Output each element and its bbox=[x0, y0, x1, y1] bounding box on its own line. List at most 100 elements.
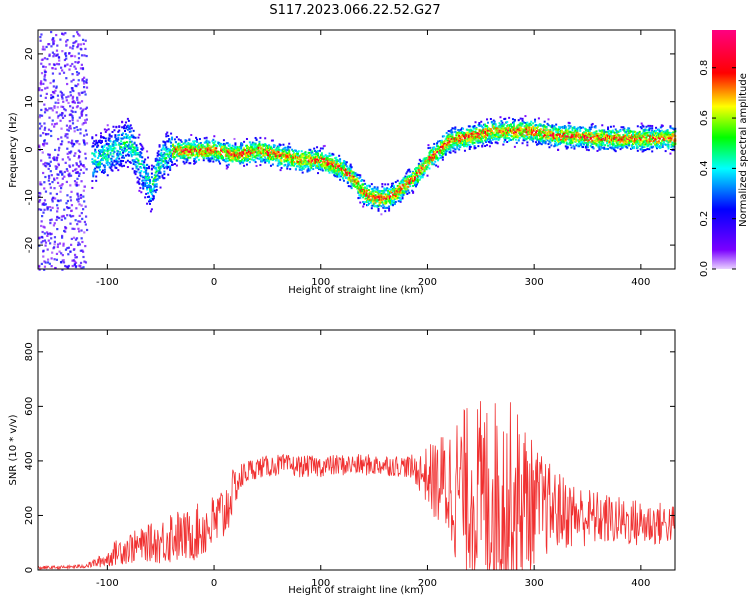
spectrogram-cell bbox=[481, 135, 484, 138]
spectrogram-cell bbox=[148, 200, 151, 203]
spectrogram-cell bbox=[207, 154, 210, 157]
spectrogram-cell bbox=[544, 130, 547, 133]
spectrogram-cell bbox=[164, 144, 167, 147]
spectrogram-cell bbox=[118, 157, 121, 160]
spectrogram-cell bbox=[219, 156, 222, 159]
spectrogram-cell bbox=[397, 186, 400, 189]
spectrogram-cell bbox=[388, 193, 391, 196]
spectrogram-cell bbox=[310, 165, 313, 168]
spectrogram-cell bbox=[348, 174, 351, 177]
spectrogram-cell bbox=[70, 150, 73, 153]
spectrogram-cell bbox=[170, 145, 173, 148]
spectrogram-cell bbox=[311, 151, 314, 154]
spectrogram-cell bbox=[328, 152, 331, 155]
spectrogram-cell bbox=[466, 128, 469, 131]
spectrogram-cell bbox=[418, 158, 421, 161]
spectrogram-cell bbox=[485, 136, 488, 139]
spectrogram-cell bbox=[118, 129, 121, 132]
spectrogram-cell bbox=[120, 140, 123, 143]
spectrogram-cell bbox=[323, 165, 326, 168]
spectrogram-cell bbox=[80, 113, 84, 116]
spectrogram-cell bbox=[245, 137, 248, 140]
spectrogram-cell bbox=[107, 154, 110, 157]
spectrogram-cell bbox=[50, 232, 53, 235]
spectrogram-cell bbox=[531, 130, 534, 133]
spectrogram-cell bbox=[149, 200, 152, 203]
spectrogram-cell bbox=[502, 130, 505, 133]
spectrogram-cell bbox=[60, 236, 64, 239]
spectrogram-cell bbox=[162, 146, 165, 149]
spectrogram-cell bbox=[80, 100, 84, 103]
spectrogram-cell bbox=[398, 182, 401, 185]
spectrogram-cell bbox=[333, 169, 336, 172]
spectrogram-cell bbox=[285, 156, 288, 159]
spectrogram-cell bbox=[274, 151, 277, 154]
spectrogram-cell bbox=[135, 167, 138, 170]
spectrogram-cell bbox=[72, 236, 76, 239]
spectrogram-cell bbox=[412, 190, 415, 193]
spectrogram-cell bbox=[471, 129, 474, 132]
spectrogram-cell bbox=[61, 268, 64, 271]
spectrogram-cell bbox=[434, 160, 437, 163]
spectrogram-cell bbox=[74, 261, 78, 264]
spectrogram-cell bbox=[65, 168, 69, 171]
spectrogram-cell bbox=[480, 124, 483, 127]
spectrogram-cell bbox=[57, 199, 60, 203]
spectrogram-cell bbox=[156, 159, 159, 162]
spectrogram-cell bbox=[63, 107, 66, 111]
spectrogram-cell bbox=[415, 177, 418, 180]
spectrogram-cell bbox=[66, 152, 69, 155]
spectrogram-cell bbox=[137, 168, 140, 171]
spectrogram-cell bbox=[66, 246, 69, 250]
spectrogram-cell bbox=[433, 146, 436, 149]
spectrogram-cell bbox=[510, 123, 513, 126]
spectrogram-cell bbox=[276, 153, 279, 156]
spectrogram-cell bbox=[155, 188, 158, 191]
spectrogram-cell bbox=[69, 64, 72, 68]
spectrogram-cell bbox=[333, 174, 336, 177]
spectrogram-cell bbox=[73, 260, 76, 263]
spectrogram-cell bbox=[441, 152, 444, 155]
spectrogram-cell bbox=[543, 131, 546, 134]
spectrogram-cell bbox=[96, 145, 99, 148]
spectrogram-cell bbox=[80, 54, 84, 57]
spectrogram-cell bbox=[75, 70, 79, 74]
spectrogram-cell bbox=[177, 149, 180, 152]
spectrogram-cell bbox=[117, 160, 120, 163]
spectrogram-cell bbox=[478, 122, 481, 125]
spectrogram-cell bbox=[74, 84, 77, 87]
spectrogram-cell bbox=[483, 136, 486, 139]
spectrogram-cell bbox=[269, 154, 272, 157]
spectrogram-cell bbox=[425, 160, 428, 163]
spectrogram-cell bbox=[404, 175, 407, 178]
spectrogram-cell bbox=[40, 208, 43, 211]
spectrogram-cell bbox=[190, 148, 193, 151]
spectrogram-cell bbox=[521, 142, 524, 145]
spectrogram-cell bbox=[122, 154, 125, 157]
spectrogram-cell bbox=[233, 155, 236, 158]
spectrogram-cell bbox=[126, 128, 129, 131]
spectrogram-cell bbox=[68, 126, 71, 129]
spectrogram-cell bbox=[158, 144, 161, 147]
spectrogram-cell bbox=[66, 136, 69, 139]
spectrogram-cell bbox=[444, 149, 447, 152]
spectrogram-cell bbox=[405, 190, 408, 193]
spectrogram-cell bbox=[38, 145, 41, 149]
spectrogram-cell bbox=[319, 163, 322, 166]
spectrogram-cell bbox=[47, 167, 50, 170]
spectrogram-cell bbox=[57, 63, 61, 66]
spectrogram-cell bbox=[190, 134, 193, 137]
spectrogram-cell bbox=[435, 157, 438, 160]
spectrogram-cell bbox=[428, 156, 431, 159]
spectrogram-cell bbox=[522, 121, 525, 124]
spectrogram-cell bbox=[124, 145, 127, 148]
spectrogram-cell bbox=[360, 186, 363, 189]
spectrogram-cell bbox=[135, 145, 138, 148]
spectrogram-cell bbox=[436, 151, 439, 154]
spectrogram-cell bbox=[409, 185, 412, 188]
spectrogram-cell bbox=[205, 136, 208, 139]
spectrogram-cell bbox=[116, 152, 119, 155]
spectrogram-cell bbox=[269, 145, 272, 148]
spectrogram-cell bbox=[469, 139, 472, 142]
spectrogram-cell bbox=[152, 187, 155, 190]
